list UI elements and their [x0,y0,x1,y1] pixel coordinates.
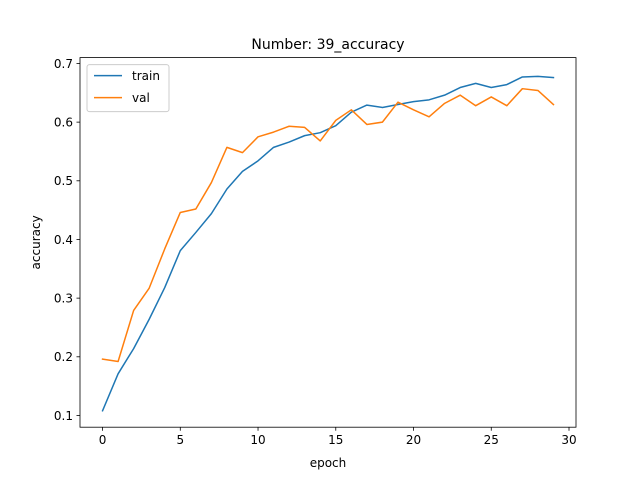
x-tick-label: 10 [250,433,265,447]
x-tick-label: 15 [328,433,343,447]
y-tick-label: 0.6 [54,115,73,129]
series-line-val [101,87,555,363]
y-axis-label: accuracy [29,215,43,269]
chart-title: Number: 39_accuracy [251,37,404,53]
x-tick-label: 5 [176,433,184,447]
x-tick-label: 0 [99,433,107,447]
legend-label-train: train [132,69,160,83]
y-tick-label: 0.4 [54,233,73,247]
x-tick-label: 25 [484,433,499,447]
x-tick-label: 20 [406,433,421,447]
series-line-train [101,75,555,412]
y-axis: 0.1 0.2 0.3 0.4 0.5 0.6 0.7 [54,57,80,423]
plot-frame [79,57,577,428]
y-tick-label: 0.1 [54,409,73,423]
x-axis: 0 5 10 15 20 25 30 [99,427,577,447]
y-tick-label: 0.7 [54,57,73,71]
y-tick-label: 0.3 [54,291,73,305]
x-axis-label: epoch [310,456,347,470]
legend: train val [86,64,170,113]
y-tick-label: 0.2 [54,350,73,364]
y-tick-label: 0.5 [54,174,73,188]
plot-area [101,75,555,412]
x-tick-label: 30 [561,433,576,447]
legend-label-val: val [132,91,150,105]
